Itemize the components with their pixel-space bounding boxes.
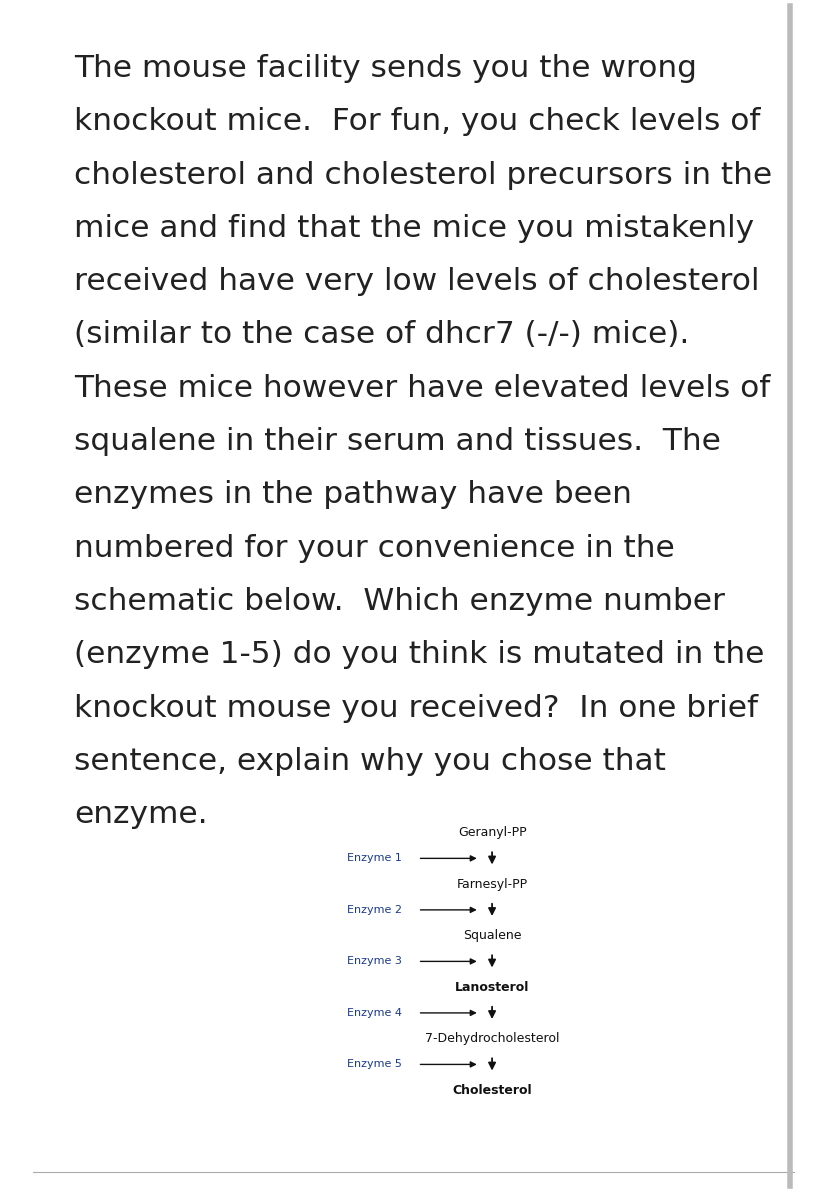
Text: The mouse facility sends you the wrong: The mouse facility sends you the wrong xyxy=(74,54,697,83)
Text: received have very low levels of cholesterol: received have very low levels of cholest… xyxy=(74,267,760,296)
Text: schematic below.  Which enzyme number: schematic below. Which enzyme number xyxy=(74,587,725,616)
Text: Farnesyl-PP: Farnesyl-PP xyxy=(457,878,528,890)
Text: Enzyme 2: Enzyme 2 xyxy=(347,904,403,915)
Text: mice and find that the mice you mistakenly: mice and find that the mice you mistaken… xyxy=(74,213,754,243)
Text: Geranyl-PP: Geranyl-PP xyxy=(458,827,526,839)
Text: knockout mouse you received?  In one brief: knockout mouse you received? In one brie… xyxy=(74,694,758,722)
Text: (similar to the case of dhcr7 (-/-) mice).: (similar to the case of dhcr7 (-/-) mice… xyxy=(74,320,690,350)
Text: (enzyme 1-5) do you think is mutated in the: (enzyme 1-5) do you think is mutated in … xyxy=(74,640,765,670)
Text: Enzyme 1: Enzyme 1 xyxy=(347,853,402,864)
Text: enzymes in the pathway have been: enzymes in the pathway have been xyxy=(74,480,633,509)
Text: enzyme.: enzyme. xyxy=(74,800,208,829)
Text: numbered for your convenience in the: numbered for your convenience in the xyxy=(74,534,675,563)
Text: squalene in their serum and tissues.  The: squalene in their serum and tissues. The xyxy=(74,428,721,456)
Text: knockout mice.  For fun, you check levels of: knockout mice. For fun, you check levels… xyxy=(74,108,761,137)
Text: 7-Dehydrocholesterol: 7-Dehydrocholesterol xyxy=(425,1033,559,1045)
Text: Cholesterol: Cholesterol xyxy=(452,1084,532,1096)
Text: These mice however have elevated levels of: These mice however have elevated levels … xyxy=(74,374,771,403)
Text: Enzyme 5: Enzyme 5 xyxy=(347,1059,402,1070)
Text: Squalene: Squalene xyxy=(463,930,521,942)
Text: Enzyme 3: Enzyme 3 xyxy=(347,956,402,967)
Text: Enzyme 4: Enzyme 4 xyxy=(347,1008,403,1018)
Text: cholesterol and cholesterol precursors in the: cholesterol and cholesterol precursors i… xyxy=(74,161,772,189)
Text: sentence, explain why you chose that: sentence, explain why you chose that xyxy=(74,748,667,776)
Text: Lanosterol: Lanosterol xyxy=(455,981,529,993)
